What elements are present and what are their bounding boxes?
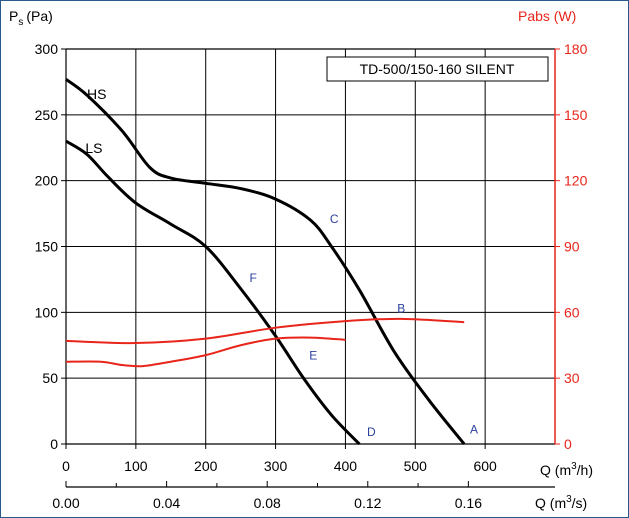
right-tick-label: 180: [564, 41, 588, 57]
x2-tick-label: 0.16: [455, 495, 482, 511]
operating-point-label: B: [397, 301, 405, 315]
operating-point-label: A: [470, 422, 478, 436]
x-tick-label: 200: [194, 458, 218, 474]
model-label-box: [326, 56, 549, 82]
left-axis-title: Ps (Pa): [9, 8, 53, 28]
labels: A B C D E F HS LS: [85, 86, 478, 439]
x-tick-label: 600: [473, 458, 497, 474]
right-tick-label: 120: [564, 173, 588, 189]
power-curve-2: [65, 336, 346, 368]
power-curve-1: [65, 317, 465, 345]
operating-point-label: D: [367, 425, 376, 439]
x-tick-label: 400: [334, 458, 358, 474]
x2-tick-label: 0.08: [254, 495, 281, 511]
left-tick-label: 300: [35, 41, 59, 57]
model-label: TD-500/150-160 SILENT: [360, 61, 515, 77]
x2-tick-label: 0.04: [153, 495, 180, 511]
left-tick-label: 50: [42, 370, 58, 386]
x-tick-label: 100: [124, 458, 148, 474]
right-tick-label: 0: [564, 436, 572, 452]
operating-point-label: E: [309, 349, 317, 363]
curve-label: LS: [85, 140, 102, 156]
x2-tick-label: 0.00: [52, 495, 79, 511]
grid: [66, 48, 555, 444]
x-axis-title: Q (m3/h): [540, 461, 593, 478]
x-tick-label: 500: [404, 458, 428, 474]
pressure-curve-hs: [65, 78, 466, 445]
pressure-curve-ls: [65, 139, 361, 446]
operating-point-label: F: [250, 271, 257, 285]
operating-point-label: C: [330, 212, 339, 226]
curves: [65, 78, 466, 446]
left-tick-label: 0: [50, 436, 58, 452]
left-tick-label: 250: [35, 107, 59, 123]
x-tick-label: 300: [264, 458, 288, 474]
left-tick-label: 100: [35, 304, 59, 320]
right-axis-title: Pabs (W): [518, 8, 576, 24]
curve-label: HS: [87, 86, 106, 102]
x2-axis-title: Q (m3/s): [535, 494, 587, 511]
x2-tick-label: 0.12: [354, 495, 381, 511]
right-tick-label: 30: [564, 370, 580, 386]
left-tick-label: 200: [35, 173, 59, 189]
right-tick-label: 60: [564, 304, 580, 320]
right-tick-label: 150: [564, 107, 588, 123]
axes: 0 50 100 150 200 250 300 0 30 60 90 120 150 180 0 100 20…: [35, 41, 588, 511]
right-tick-label: 90: [564, 239, 580, 255]
x-tick-label: 0: [62, 458, 70, 474]
left-tick-label: 150: [35, 239, 59, 255]
